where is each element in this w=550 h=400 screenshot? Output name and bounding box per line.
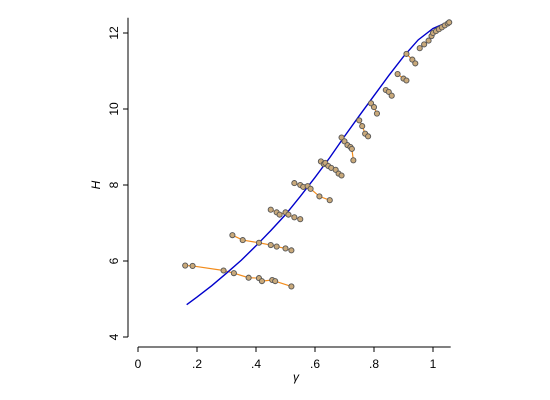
y-tick-label: 12 [107, 26, 121, 40]
data-point [316, 193, 323, 200]
fitted-curve [186, 20, 450, 306]
data-point [258, 278, 265, 285]
data-point [388, 92, 395, 99]
data-point [359, 123, 366, 130]
data-point [370, 104, 378, 111]
y-tick-label: 6 [107, 257, 121, 264]
data-point [348, 145, 355, 152]
y-tick-label: 10 [107, 102, 121, 116]
data-point [394, 70, 401, 78]
x-tick-label: 1 [430, 357, 437, 371]
data-point [276, 211, 283, 218]
axes [127, 17, 451, 348]
y-axis-ticks: 4 6 8 10 12 [107, 26, 128, 340]
data-point [288, 247, 295, 254]
data-point [365, 133, 372, 140]
data-point [416, 45, 423, 52]
data-point [446, 19, 453, 26]
data-point [267, 241, 274, 249]
data-point [338, 172, 345, 179]
y-tick-label: 4 [107, 333, 121, 340]
x-tick-label: 0 [135, 357, 142, 371]
data-point [288, 283, 295, 290]
x-tick-label: .6 [310, 357, 320, 371]
y-tick-label: 8 [107, 181, 121, 188]
x-tick-label: .2 [192, 357, 202, 371]
data-point [239, 237, 246, 244]
data-point [307, 185, 314, 192]
x-tick-label: .8 [369, 357, 379, 371]
data-point [272, 278, 279, 285]
data-point [425, 37, 432, 44]
group-segments [185, 21, 450, 288]
data-point [267, 206, 274, 213]
data-point [285, 211, 292, 218]
data-point [403, 77, 410, 84]
data-point [189, 262, 196, 269]
data-point [282, 245, 289, 252]
data-point [273, 243, 280, 250]
data-point [229, 232, 236, 239]
data-point [350, 157, 357, 164]
data-point [297, 216, 304, 223]
data-points [182, 19, 453, 290]
data-point [220, 267, 227, 274]
data-point [182, 262, 189, 269]
x-axis-ticks: 0 .2 .4 .6 .8 1 [135, 347, 437, 371]
data-point [326, 197, 333, 204]
data-point [373, 110, 381, 117]
y-axis-title: H [89, 180, 103, 189]
data-point [403, 50, 410, 57]
data-point [421, 41, 428, 48]
x-tick-label: .4 [251, 357, 261, 371]
data-point [291, 214, 298, 221]
data-point [230, 270, 237, 277]
data-point [255, 239, 263, 246]
fitted-curve-layer [186, 20, 450, 306]
data-point [291, 180, 298, 187]
data-point [245, 274, 252, 281]
data-point [412, 60, 419, 67]
data-point [356, 117, 363, 124]
x-axis-title: γ [293, 370, 300, 384]
